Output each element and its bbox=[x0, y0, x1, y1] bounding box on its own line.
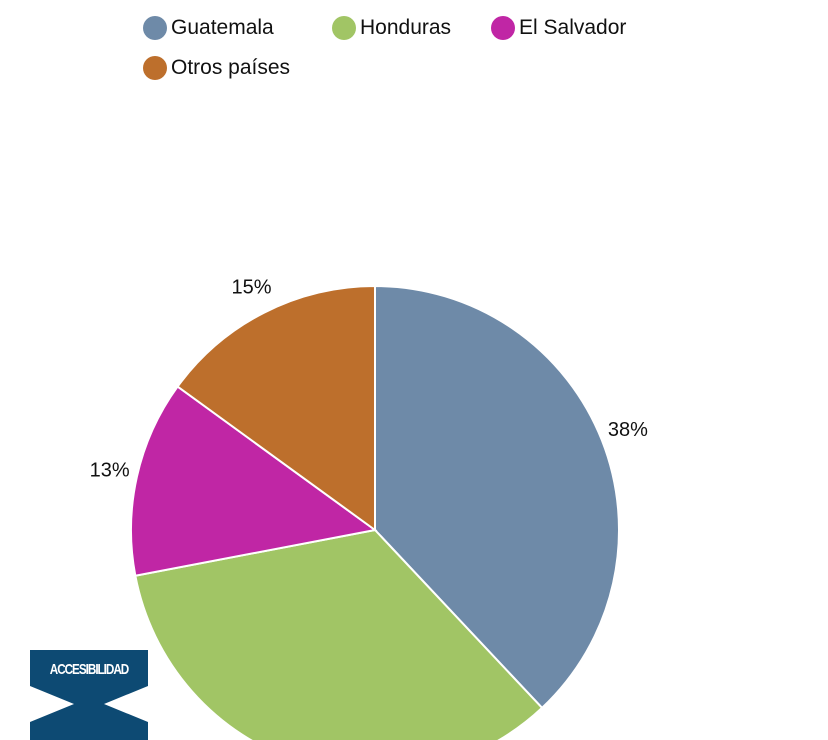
legend-label-el-salvador: El Salvador bbox=[519, 16, 627, 39]
accessibility-badge[interactable]: ACCESIBILIDAD bbox=[30, 650, 150, 740]
pie-slice-otros-paises[interactable] bbox=[176, 284, 376, 532]
slice-label-el-salvador: 13% bbox=[90, 460, 130, 482]
legend-item-honduras[interactable]: Honduras bbox=[332, 16, 451, 40]
legend-item-el-salvador[interactable]: El Salvador bbox=[491, 16, 626, 40]
slice-label-guatemala: 38% bbox=[608, 419, 648, 441]
legend-swatch-guatemala bbox=[143, 16, 167, 40]
legend-item-otros-paises[interactable]: Otros países bbox=[143, 56, 290, 80]
legend-label-guatemala: Guatemala bbox=[171, 16, 274, 39]
pie-slice-honduras[interactable] bbox=[134, 528, 544, 740]
slice-label-otros-paises: 15% bbox=[231, 277, 271, 299]
legend-label-honduras: Honduras bbox=[360, 16, 452, 39]
legend-label-otros-paises: Otros países bbox=[171, 56, 291, 79]
legend-item-guatemala[interactable]: Guatemala bbox=[143, 16, 274, 40]
pie-slice-el-salvador[interactable] bbox=[130, 385, 378, 577]
legend-swatch-el-salvador bbox=[491, 16, 515, 40]
pie-slice-guatemala[interactable] bbox=[374, 284, 620, 710]
accessibility-badge-label: ACCESIBILIDAD bbox=[49, 661, 129, 678]
accessibility-icon bbox=[30, 650, 148, 740]
legend-swatch-honduras bbox=[332, 16, 356, 40]
legend-swatch-otros-paises bbox=[143, 56, 167, 80]
